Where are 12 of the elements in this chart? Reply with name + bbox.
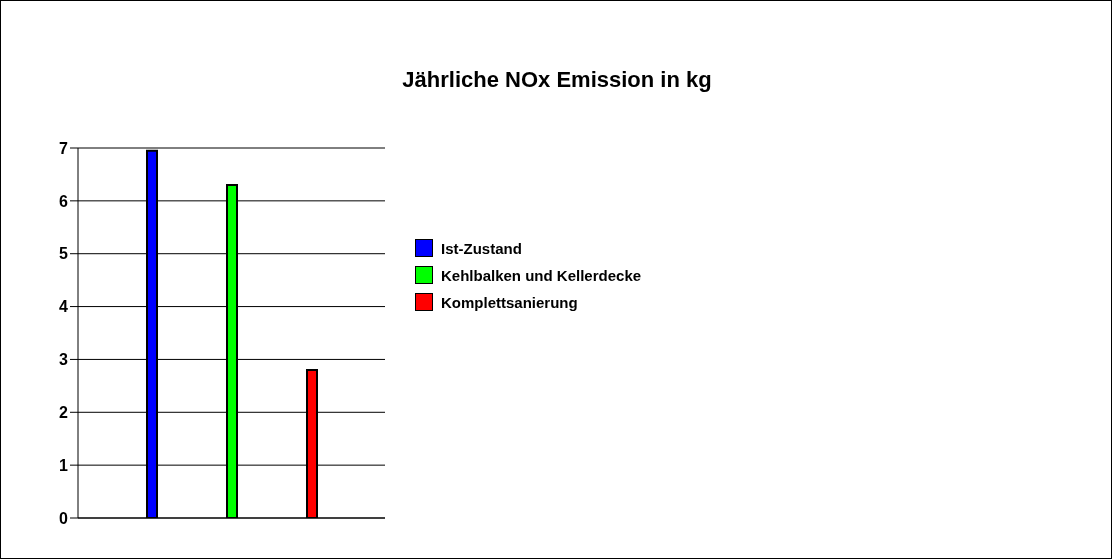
- y-tick-label: 5: [59, 245, 69, 263]
- text: Jährliche NOx Emission in kg: [401, 67, 713, 93]
- y-tick-label: 6: [59, 192, 69, 210]
- y-tick-label: 0: [59, 509, 69, 527]
- legend-label: Komplettsanierung: [441, 293, 578, 311]
- y-tick-label: 4: [59, 298, 69, 316]
- y-tick-label: 1: [59, 456, 69, 474]
- legend-label: Kehlbalken und Kellerdecke: [441, 266, 642, 284]
- y-tick-label: 3: [59, 351, 69, 369]
- legend-label: Ist-Zustand: [441, 239, 522, 257]
- y-tick-label: 7: [59, 139, 69, 157]
- y-tick-label: 2: [59, 403, 69, 421]
